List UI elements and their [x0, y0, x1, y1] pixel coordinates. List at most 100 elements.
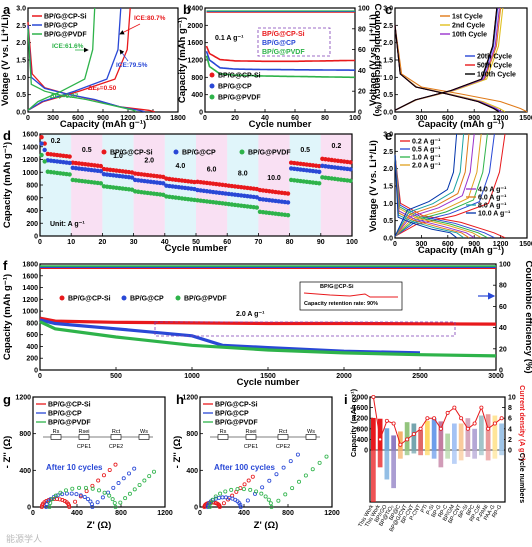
panel-d-xtick-label: 40	[161, 239, 169, 246]
panel-i-ytick-label: 2000	[352, 395, 368, 402]
panel-h-point-2	[210, 497, 215, 502]
panel-g-ticks: 0 400 800 1200 0 400 800 1200	[15, 395, 172, 518]
panel-d-rate-label: 0.5	[82, 147, 92, 154]
panel-g-point-1	[111, 485, 116, 490]
panel-i-current-point	[479, 405, 484, 410]
panel-b-y2-ytick-label: 0	[358, 110, 362, 117]
panel-h-xtick-label: 400	[238, 510, 250, 517]
panel-g-points	[39, 462, 156, 509]
panel-c-ytick-label: 3.0	[383, 6, 393, 13]
panel-h-circuit-label: Rct	[279, 429, 288, 435]
panel-i-current-point	[425, 416, 430, 421]
panel-g-point-0	[57, 497, 62, 502]
panel-h-legend-pvdf: BP/G@PVDF	[215, 420, 258, 427]
panel-d-label: d	[3, 128, 11, 143]
panel-h-point-2	[303, 473, 308, 478]
panel-i-category-label: BPC	[466, 504, 477, 517]
panel-a-legend-cp: BP/G@CP	[44, 23, 78, 30]
panel-g-point-2	[64, 488, 69, 493]
panel-c-ytick-label: 0.5	[383, 92, 393, 99]
panel-d-legend-pvdf: BP/G@PVDF	[248, 150, 291, 157]
panel-i-capacity-bar	[438, 421, 444, 450]
panel-d-ylabel: Capacity (mAh g⁻¹)	[2, 142, 13, 228]
panel-h-ytick-label: 400	[186, 468, 198, 475]
panel-d-xtick-label: 90	[317, 239, 325, 246]
panel-d-point-0	[348, 160, 353, 165]
panel-b-ytick-label: 1600	[187, 40, 203, 47]
panel-c-ytick-label: 0.0	[383, 110, 393, 117]
panel-a-ytick-label: 1.5	[16, 58, 26, 65]
panel-g-circuit-label: Rs	[53, 429, 60, 435]
panel-i-capacity-bar	[458, 423, 464, 450]
panel-b-inset-csi: BP/G@CP-Si	[262, 31, 305, 38]
panel-b-capacity-1	[205, 51, 355, 71]
panel-i-current-point	[452, 405, 457, 410]
panel-d-point-0	[42, 141, 47, 146]
panel-h-point-1	[288, 459, 293, 464]
panel-a-xtick-label: 900	[97, 115, 109, 122]
panel-g-point-1	[121, 476, 126, 481]
panel-c: c 0 300 600 900 1200 1500 0.0 0.5 1.0 1.5 2.0 2.5 3.…	[368, 2, 532, 130]
panel-i-capacity-bar	[485, 414, 491, 450]
panel-d-xtick-label: 10	[67, 239, 75, 246]
panel-c-ylabel: Voltage (V vs. Li⁺/Li)	[368, 14, 379, 106]
panel-e-ticks: 0 300 600 900 1200 1500 0.0 0.5 1.0 1.5 2.0 2.5 3.0	[383, 132, 532, 249]
panel-i-current-point	[411, 432, 416, 437]
panel-a-xtick-label: 1800	[170, 115, 186, 122]
panel-d-rate-label: 2.0	[144, 158, 154, 165]
panel-f-legend: BP/G@CP-Si BP/G@CP BP/G@PVDF	[59, 295, 227, 303]
panel-c-xtick-label: 600	[442, 115, 454, 122]
panel-i-capacity-bar	[377, 418, 383, 450]
panel-d-point-2	[348, 178, 353, 183]
panel-i-capacity-bar	[418, 430, 423, 450]
panel-a-ytick-label: 2.0	[16, 40, 26, 47]
panel-f-highlight-box	[154, 321, 456, 337]
panel-i-capacity-bar	[452, 423, 457, 450]
panel-h-point-2	[254, 489, 259, 494]
panel-g-circuit-label: Ws	[140, 429, 148, 435]
panel-i-current-point	[371, 394, 376, 399]
panel-i-capacity-bar	[479, 415, 484, 450]
panel-g-point-2	[132, 487, 137, 492]
panel-g-point-2	[58, 490, 63, 495]
panel-h-point-1	[220, 495, 225, 500]
panel-a-xtick-label: 1500	[145, 115, 161, 122]
panel-b-y2label: Coulombic efficiency (%)	[372, 4, 383, 117]
panel-g-point-0	[73, 499, 78, 504]
panel-d-ytick-label: 1400	[22, 144, 38, 151]
panel-i-current-point	[465, 426, 470, 431]
panel-d-point-2	[39, 152, 44, 158]
panel-h-point-2	[269, 504, 274, 509]
panel-i-bars	[371, 394, 504, 502]
panel-f-xtick-label: 1500	[260, 373, 276, 380]
panel-d-xtick-label: 100	[346, 239, 358, 246]
panel-h-circuit-label: Rs	[220, 429, 227, 435]
panel-g-point-2	[53, 493, 58, 498]
watermark: 能源学人	[6, 533, 42, 544]
panel-i-cycle-bar	[371, 450, 376, 502]
panel-h-point-2	[208, 501, 213, 506]
panel-e-charge-5	[394, 133, 470, 237]
panel-g-point-2	[102, 490, 107, 495]
panel-i: i 0 400 800 1200 1600 2000 0 2 4 6 8 10 This WorkTh…	[344, 385, 525, 533]
panel-i-current-point	[391, 421, 396, 426]
panel-h-point-2	[241, 487, 246, 492]
panel-f-ytick-label: 400	[26, 344, 38, 351]
panel-g-point-2	[147, 474, 152, 479]
panel-g-point-2	[70, 486, 75, 491]
panel-g-point-2	[112, 500, 117, 505]
panel-a-xtick-label: 1200	[120, 115, 136, 122]
panel-i-capacity-bar	[431, 418, 437, 450]
panel-i-cycle-bar	[425, 450, 430, 456]
panel-g-legend-pvdf: BP/G@PVDF	[48, 420, 91, 427]
panel-h-point-2	[248, 487, 253, 492]
panel-i-cycle-bar	[411, 450, 417, 454]
panel-d-xlabel: Cycle number	[165, 243, 228, 254]
panel-a-label: a	[3, 2, 11, 17]
panel-g-ytick-label: 1200	[15, 395, 31, 402]
panel-g-point-2	[90, 486, 95, 491]
panel-f-xlabel: Cycle number	[237, 377, 300, 388]
panel-h-ytick-label: 1200	[182, 395, 198, 402]
panel-b-y2-ytick-label: 20	[358, 89, 366, 96]
panel-d-point-2	[254, 205, 260, 210]
